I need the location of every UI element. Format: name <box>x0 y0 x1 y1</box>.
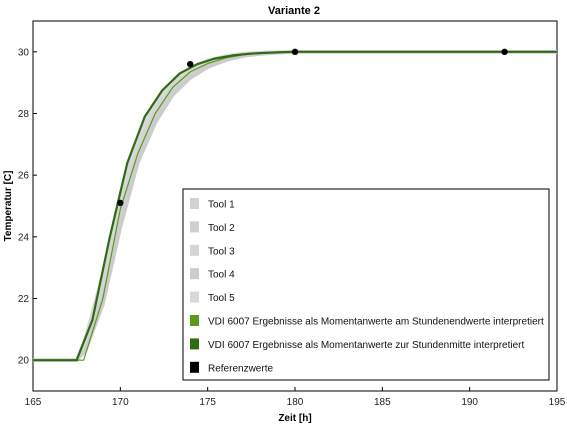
x-tick-label: 170 <box>112 397 129 408</box>
legend-swatch <box>190 198 199 209</box>
x-tick-label: 190 <box>461 397 478 408</box>
legend: Tool 1 Tool 2 Tool 3 Tool 4 Tool 5 VDI 6007 E… <box>182 188 550 381</box>
legend-label: Tool 3 <box>208 246 235 257</box>
legend-swatch <box>190 291 199 303</box>
legend-label: VDI 6007 Ergebnisse als Momentanwerte zu… <box>208 340 524 351</box>
legend-entry: Tool 2 <box>190 221 235 234</box>
legend-label: Tool 2 <box>208 223 235 234</box>
x-tick-label: 175 <box>199 397 216 408</box>
series-layer <box>33 48 557 362</box>
legend-entry: Tool 3 <box>190 244 235 257</box>
legend-swatch <box>190 315 199 326</box>
x-tick-label: 180 <box>287 397 304 408</box>
y-axis-label: Temperatur [C] <box>3 171 14 242</box>
y-tick-label: 22 <box>18 294 30 305</box>
legend-label: Tool 1 <box>208 200 235 211</box>
x-axis-label: Zeit [h] <box>278 413 311 424</box>
x-tick-label: 165 <box>25 397 42 408</box>
x-tick-label: 185 <box>374 397 391 408</box>
legend-swatch <box>190 221 199 233</box>
legend-swatch <box>190 268 199 280</box>
x-axis: 165 170 175 180 185 190 195 <box>25 387 566 408</box>
x-tick-label: 195 <box>549 397 566 408</box>
y-tick-label: 26 <box>18 171 30 182</box>
legend-swatch <box>190 338 199 350</box>
reference-point <box>117 199 124 207</box>
legend-label: Tool 4 <box>208 270 235 281</box>
legend-swatch <box>190 361 199 373</box>
legend-label: Tool 5 <box>208 293 235 304</box>
legend-label: VDI 6007 Ergebnisse als Momentanwerte am… <box>208 317 544 328</box>
legend-entry: VDI 6007 Ergebnisse als Momentanwerte zu… <box>190 338 524 351</box>
series-referenzwerte <box>117 48 508 207</box>
series-vdi-6007-ergebnisse-als-momentanwerte-zur-stundenmitte-interpretiert <box>33 50 557 362</box>
legend-entry: Tool 1 <box>190 198 235 211</box>
chart-title: Variante 2 <box>268 5 320 17</box>
y-tick-label: 28 <box>18 109 30 120</box>
legend-entry: VDI 6007 Ergebnisse als Momentanwerte am… <box>190 315 544 328</box>
reference-point <box>291 48 299 56</box>
y-tick-label: 20 <box>18 356 30 367</box>
reference-point <box>501 48 508 56</box>
legend-swatch <box>190 244 199 256</box>
y-tick-label: 30 <box>18 47 30 58</box>
legend-entry: Tool 5 <box>190 291 235 304</box>
legend-label: Referenzwerte <box>208 363 273 374</box>
y-tick-label: 24 <box>18 232 30 243</box>
legend-entry: Referenzwerte <box>190 361 273 374</box>
legend-box <box>182 188 550 381</box>
legend-entry: Tool 4 <box>190 268 235 281</box>
reference-point <box>187 60 194 68</box>
